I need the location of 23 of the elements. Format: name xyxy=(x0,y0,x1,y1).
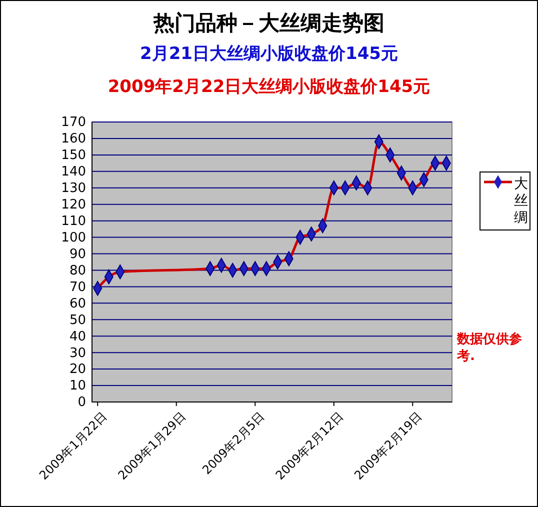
legend-label: 大丝绸 xyxy=(514,176,528,226)
y-tick-label: 20 xyxy=(69,362,86,378)
y-tick-label: 140 xyxy=(61,164,86,180)
y-tick-label: 50 xyxy=(69,312,86,328)
y-tick-label: 40 xyxy=(69,329,86,344)
y-tick-label: 100 xyxy=(61,230,86,246)
y-tick-label: 80 xyxy=(69,263,86,278)
y-tick-label: 30 xyxy=(69,346,86,361)
y-tick-label: 0 xyxy=(78,395,86,410)
chart-title: 热门品种－大丝绸走势图 xyxy=(152,11,384,35)
y-tick-label: 70 xyxy=(69,280,86,295)
y-tick-label: 120 xyxy=(61,198,86,213)
y-tick-label: 10 xyxy=(69,378,86,394)
y-tick-label: 60 xyxy=(69,296,86,312)
text: 2009年2月22日大丝绸小版收盘价145元 xyxy=(108,77,430,97)
y-tick-label: 90 xyxy=(69,246,86,262)
text: 数据仅供参考. xyxy=(456,331,522,364)
chart-subtitle: 2月21日大丝绸小版收盘价145元 xyxy=(140,44,398,64)
y-tick-label: 160 xyxy=(61,132,86,147)
y-tick-label: 150 xyxy=(61,148,86,164)
y-tick-label: 130 xyxy=(61,181,86,196)
y-tick-label: 170 xyxy=(61,115,86,130)
y-tick-label: 110 xyxy=(61,214,86,229)
